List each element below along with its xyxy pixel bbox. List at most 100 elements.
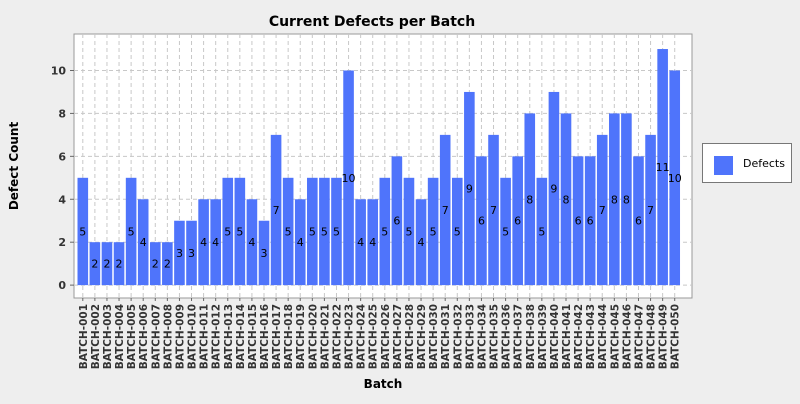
x-tick-label: BATCH-014 <box>235 304 247 369</box>
y-tick-label: 4 <box>58 193 66 206</box>
x-tick-label: BATCH-017 <box>271 304 283 369</box>
x-tick-label: BATCH-034 <box>476 304 488 369</box>
x-tick-label: BATCH-035 <box>489 304 501 369</box>
bar <box>379 177 391 286</box>
bar-value-label: 4 <box>418 236 425 249</box>
x-tick-label: BATCH-031 <box>440 304 452 369</box>
bar-value-label: 2 <box>164 258 171 271</box>
x-tick-label: BATCH-044 <box>597 304 609 369</box>
bar-value-label: 4 <box>200 236 207 249</box>
bar-value-label: 7 <box>442 204 449 217</box>
x-tick-label: BATCH-001 <box>78 304 90 369</box>
bar <box>222 177 234 286</box>
x-tick-label: BATCH-023 <box>344 304 356 369</box>
y-tick-label: 10 <box>51 64 67 77</box>
x-tick-label: BATCH-039 <box>537 304 549 369</box>
x-tick-label: BATCH-005 <box>126 304 138 369</box>
legend-label-defects: Defects <box>743 157 785 170</box>
bar-value-label: 3 <box>261 247 268 260</box>
bar-value-label: 5 <box>285 225 292 238</box>
x-tick-label: BATCH-050 <box>670 304 682 369</box>
bar-value-label: 2 <box>152 258 159 271</box>
x-tick-label: BATCH-018 <box>283 304 295 369</box>
x-tick-label: BATCH-016 <box>259 304 271 369</box>
bar-value-label: 7 <box>599 204 606 217</box>
bar-value-label: 8 <box>611 193 618 206</box>
bar-value-label: 8 <box>563 193 570 206</box>
bar-value-label: 5 <box>333 225 340 238</box>
bar <box>464 91 475 286</box>
chart-title: Current Defects per Batch <box>269 14 475 30</box>
bar <box>427 177 439 286</box>
bar <box>258 220 270 286</box>
bar-value-label: 5 <box>405 225 412 238</box>
bar <box>234 177 246 286</box>
bar <box>355 199 366 286</box>
x-tick-label: BATCH-036 <box>501 304 513 369</box>
bar <box>451 177 463 286</box>
x-tick-label: BATCH-015 <box>247 304 259 369</box>
bar <box>391 156 403 286</box>
x-tick-label: BATCH-008 <box>162 304 174 369</box>
bar <box>331 177 342 286</box>
bar-value-label: 5 <box>538 225 545 238</box>
x-tick-label: BATCH-041 <box>561 304 573 369</box>
x-tick-label: BATCH-012 <box>211 304 223 369</box>
bar-value-label: 8 <box>623 193 630 206</box>
bar <box>584 156 596 286</box>
bar-value-label: 7 <box>273 204 280 217</box>
x-tick-label: BATCH-040 <box>549 304 561 369</box>
x-tick-label: BATCH-003 <box>102 304 114 369</box>
bar-value-label: 7 <box>490 204 497 217</box>
bar <box>415 199 427 286</box>
bar-value-label: 5 <box>454 225 461 238</box>
x-tick-label: BATCH-049 <box>658 304 670 369</box>
bar <box>524 113 536 286</box>
bar-value-label: 4 <box>140 236 147 249</box>
y-tick-label: 2 <box>58 236 66 249</box>
bar <box>282 177 294 286</box>
bar <box>125 177 137 286</box>
bar <box>572 156 584 286</box>
x-tick-label: BATCH-048 <box>646 304 658 369</box>
bar <box>174 220 185 286</box>
bar-value-label: 5 <box>128 225 135 238</box>
bar-value-label: 5 <box>502 225 509 238</box>
x-tick-label: BATCH-019 <box>295 304 307 369</box>
x-tick-label: BATCH-004 <box>114 304 126 369</box>
bar <box>270 134 282 286</box>
x-tick-label: BATCH-020 <box>307 304 319 369</box>
bar-value-label: 4 <box>212 236 219 249</box>
bar-value-label: 4 <box>357 236 364 249</box>
bar <box>669 70 681 286</box>
x-tick-label: BATCH-013 <box>223 304 235 369</box>
x-tick-label: BATCH-037 <box>513 304 525 369</box>
bar-value-label: 3 <box>176 247 183 260</box>
bar <box>198 199 209 286</box>
bar <box>645 134 656 286</box>
bar-value-label: 6 <box>587 215 594 228</box>
x-tick-label: BATCH-002 <box>90 304 102 369</box>
legend-swatch-defects <box>714 156 733 175</box>
bar-value-label: 6 <box>514 215 521 228</box>
bar <box>403 177 415 286</box>
y-tick-label: 6 <box>58 150 66 163</box>
bar-value-label: 7 <box>647 204 654 217</box>
x-tick-label: BATCH-007 <box>150 304 162 369</box>
bar-value-label: 4 <box>297 236 304 249</box>
y-axis-label: Defect Count <box>7 122 21 211</box>
bar-value-label: 9 <box>466 183 473 196</box>
bar-value-label: 2 <box>91 258 98 271</box>
x-tick-label: BATCH-042 <box>573 304 585 369</box>
x-tick-label: BATCH-027 <box>392 304 404 369</box>
bar-value-label: 2 <box>116 258 123 271</box>
bar <box>488 134 499 286</box>
bar <box>560 113 572 286</box>
bar <box>210 199 221 286</box>
bar <box>367 199 379 286</box>
bar-value-label: 11 <box>656 161 670 174</box>
bar <box>536 177 548 286</box>
bar <box>596 134 608 286</box>
bar <box>319 177 330 286</box>
